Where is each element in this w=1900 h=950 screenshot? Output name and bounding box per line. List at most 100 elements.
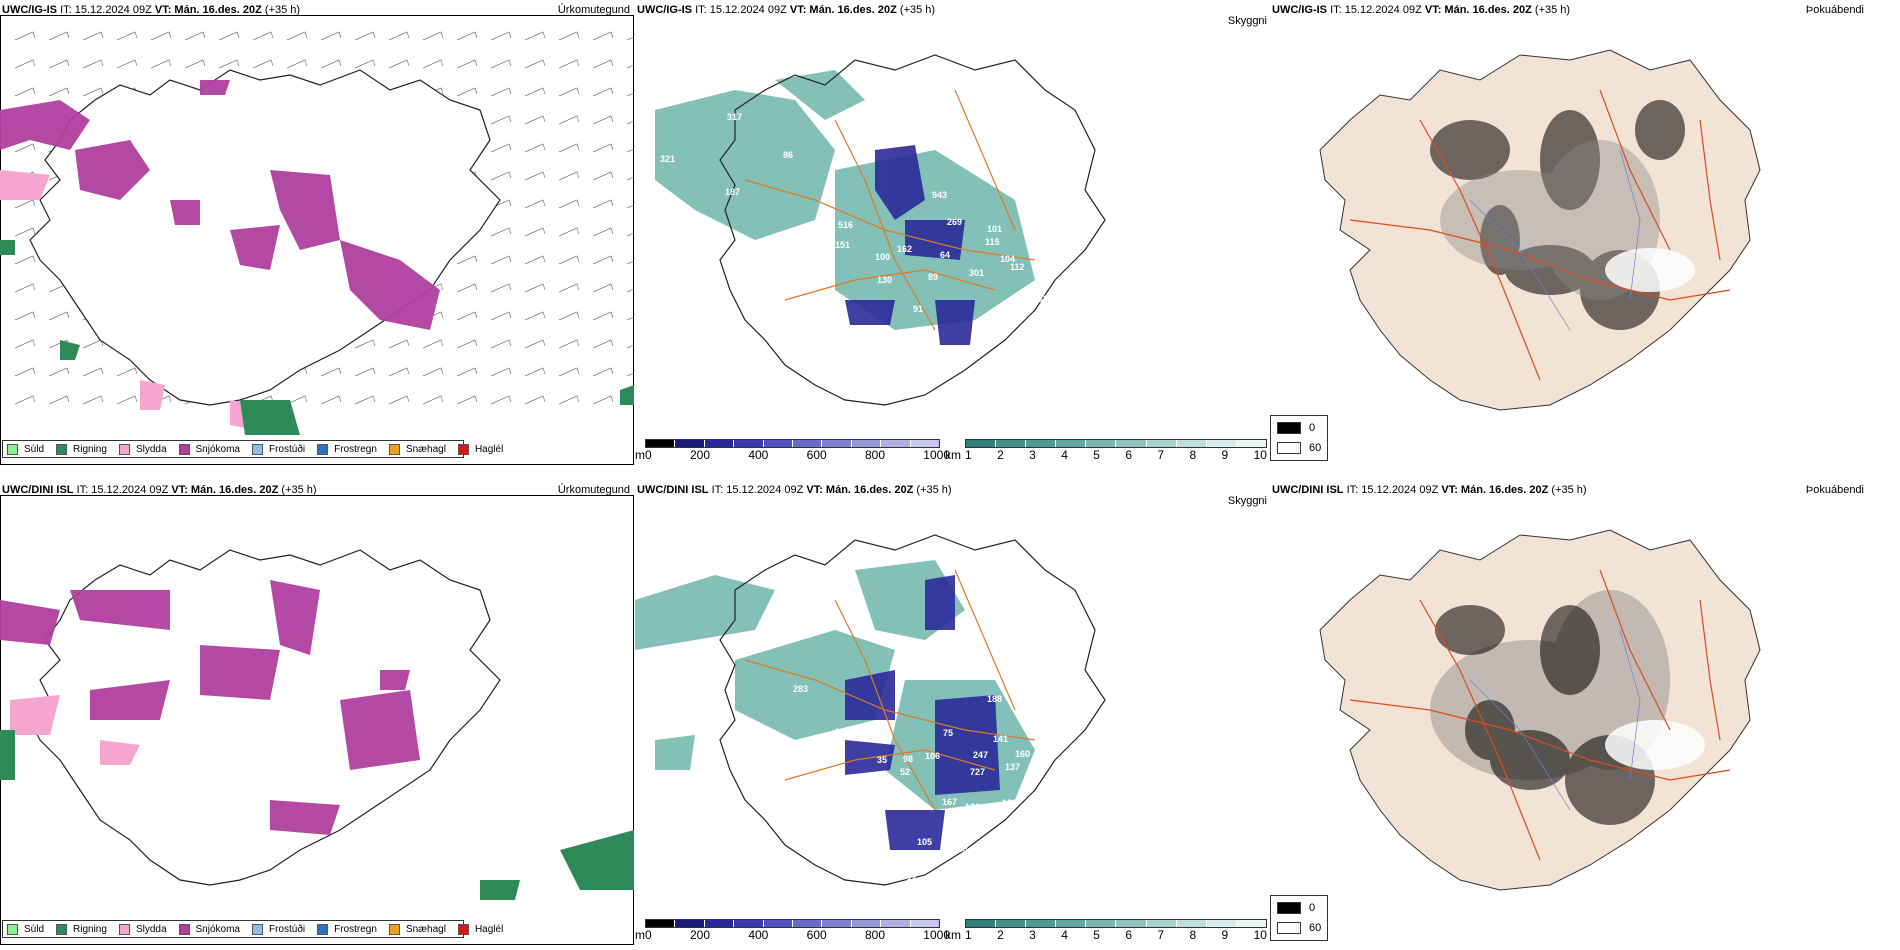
- scale-tick-label: 200: [689, 928, 711, 942]
- rivers: [1469, 629, 1641, 811]
- scale-color-step: [822, 440, 852, 447]
- scale-color-step: [646, 440, 676, 447]
- wind-barb: [388, 395, 410, 405]
- fog-legend: 0 60: [1270, 895, 1328, 941]
- precip-legend-label: Haglél: [474, 443, 504, 455]
- model-name: UWC/DINI ISL: [1272, 484, 1344, 496]
- wind-barb: [558, 87, 580, 97]
- wind-barb: [286, 59, 308, 69]
- wind-barb: [82, 367, 104, 377]
- scale-tick-label: 2: [997, 448, 1004, 462]
- precip-legend-label: Slydda: [135, 443, 167, 455]
- cloud-base-value: 422: [927, 650, 942, 660]
- cloud-base-value: 160: [1015, 749, 1030, 759]
- wind-barb: [592, 339, 614, 349]
- cloud-base-value: 100: [875, 252, 890, 262]
- scale-color-step: [734, 440, 764, 447]
- roads: [744, 569, 1036, 811]
- valid-time: VT: Mán. 16.des. 20Z: [789, 4, 897, 16]
- scale-color-step: [966, 920, 997, 927]
- wind-barb: [184, 31, 206, 41]
- scale-color-step: [822, 920, 852, 927]
- wind-barb: [592, 171, 614, 181]
- scale-color-step: [1086, 920, 1117, 927]
- visibility-scale: km 1 2 3 4 5 6 7 8 9 10: [945, 919, 1267, 942]
- wind-barb: [626, 176, 634, 181]
- wind-barb: [524, 199, 546, 209]
- wind-barb: [558, 31, 580, 41]
- wind-barb: [592, 199, 614, 209]
- scale-color-step: [763, 440, 794, 447]
- cloud-base-value: 186: [1002, 798, 1017, 808]
- scale-color-step: [1146, 440, 1177, 447]
- wind-barb: [150, 31, 172, 41]
- scale-tick-label: 5: [1093, 928, 1100, 942]
- scale-unit: km: [945, 448, 961, 462]
- wind-barb: [422, 395, 444, 405]
- glacier-clear: [1605, 248, 1695, 292]
- scale-color-step: [881, 920, 911, 927]
- wind-barb: [524, 171, 546, 181]
- wind-barb: [422, 31, 444, 41]
- snow-areas: [0, 580, 420, 835]
- scale-color-step: [734, 920, 764, 927]
- precip-legend-swatch: [7, 443, 18, 455]
- precip-map: [0, 549, 634, 900]
- scale-unit: m: [635, 448, 645, 462]
- wind-barb: [558, 143, 580, 153]
- cloud-base-panel-bottom: UWC/DINI ISL IT: 15.12.2024 09Z VT: Mán.…: [635, 480, 1269, 945]
- wind-barb: [592, 227, 614, 237]
- roads: [744, 89, 1036, 331]
- precip-legend-item: Haglél: [457, 443, 504, 455]
- iceland-outline: [719, 54, 1106, 406]
- ceiling-label: Skyggni: [1227, 15, 1267, 27]
- sleet-areas: [10, 695, 140, 765]
- wind-barb: [558, 115, 580, 125]
- cloud-base-scale: m 0 200 400 600 800 1000: [635, 919, 950, 942]
- cloud-base-value: 130: [877, 275, 892, 285]
- scale-color-step: [1086, 440, 1117, 447]
- wind-barb: [116, 59, 138, 69]
- scale-color-step: [1056, 920, 1087, 927]
- precip-legend-item: Snæhagl: [388, 443, 446, 455]
- precip-legend-item: Súld: [7, 443, 44, 455]
- wind-barb: [524, 115, 546, 125]
- cloud-base-value: 19: [887, 792, 897, 802]
- wind-barb: [14, 283, 36, 293]
- scale-color-step: [910, 920, 940, 927]
- precip-legend-label: Snæhagl: [405, 443, 446, 455]
- init-time: IT: 15.12.2024 09Z: [711, 484, 804, 496]
- scale-tick-label: 400: [748, 448, 769, 462]
- wind-barb: [456, 395, 478, 405]
- cloud-base-value: 105: [917, 837, 932, 847]
- wind-barb: [456, 255, 478, 265]
- scale-color-step: [646, 920, 676, 927]
- wind-barb: [524, 87, 546, 97]
- wind-barb: [14, 199, 36, 209]
- lead-time: (+35 h): [281, 484, 317, 496]
- wind-barb: [354, 339, 376, 349]
- cloud-base-value: 12: [907, 872, 917, 882]
- fog-label: Þokuábendi: [1805, 4, 1864, 16]
- precip-legend-item: Súld: [7, 923, 44, 935]
- wind-barb: [524, 255, 546, 265]
- precip-map: [0, 31, 634, 435]
- fog-legend: 0 60: [1270, 415, 1328, 461]
- wind-barb: [286, 395, 308, 405]
- precip-legend: Súld Rigning Slydda Snjókoma Frostúði Frostre…: [2, 440, 503, 458]
- wind-barb: [592, 59, 614, 69]
- scale-tick-label: 7: [1157, 448, 1165, 462]
- wind-barb: [490, 283, 512, 293]
- wind-barb: [626, 92, 634, 97]
- wind-barb: [320, 367, 342, 377]
- cloud-base-scale: m 0 200 400 600 800 1000: [635, 439, 950, 462]
- wind-barb: [388, 367, 410, 377]
- scale-color-step: [1206, 440, 1237, 447]
- wind-barb: [558, 339, 580, 349]
- fog-legend-swatch: [1277, 422, 1301, 434]
- scale-color-step: [1116, 440, 1147, 447]
- cloud-base-value: 141: [993, 734, 1008, 744]
- wind-barb: [14, 227, 36, 237]
- wind-barb: [490, 31, 512, 41]
- wind-barb: [48, 311, 70, 321]
